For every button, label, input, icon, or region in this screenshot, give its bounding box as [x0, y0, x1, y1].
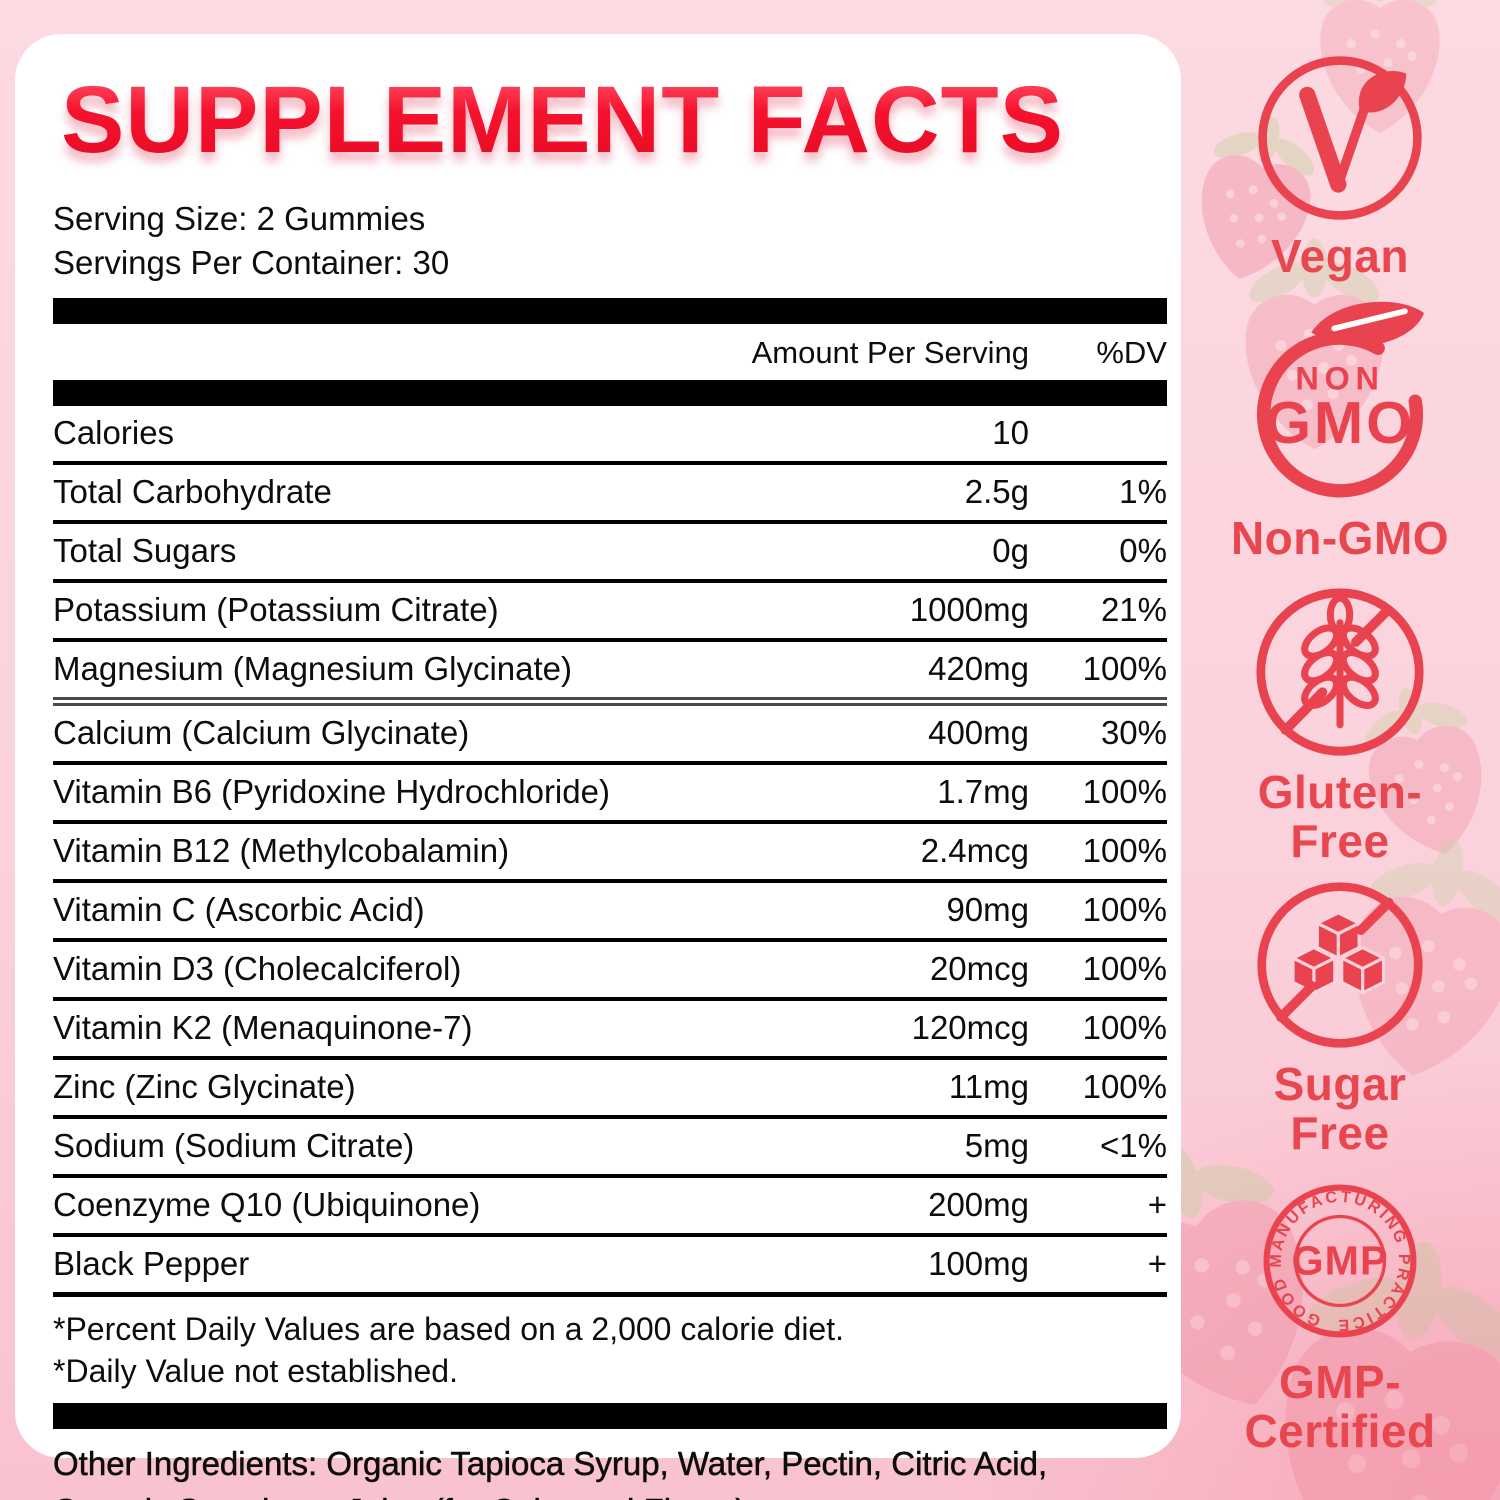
supplement-facts-panel: SUPPLEMENT FACTS Serving Size: 2 Gummies…: [15, 34, 1181, 1500]
nutrient-name-cell: Vitamin D3 (Cholecalciferol): [53, 950, 462, 988]
table-row: Potassium (Potassium Citrate) 1000mg 21%: [53, 583, 1167, 643]
nutrient-name-cell: Vitamin B6 (Pyridoxine Hydrochloride): [53, 773, 610, 811]
table-row: Black Pepper 100mg +: [53, 1237, 1167, 1298]
amount-cell: 400mg: [928, 714, 1029, 752]
dv-cell: 100%: [1082, 650, 1167, 688]
amount-cell: 1000mg: [909, 591, 1029, 629]
dv-cell: +: [1147, 1245, 1167, 1283]
nutrient-name-cell: Black Pepper: [53, 1245, 250, 1283]
dv-cell: 100%: [1082, 891, 1167, 929]
nutrient-name-cell: Zinc (Zinc Glycinate): [53, 1068, 356, 1106]
table-row: Total Sugars 0g 0%: [53, 524, 1167, 584]
nutrient-name-cell: Calories: [53, 414, 175, 452]
nutrient-name-cell: Total Sugars: [53, 532, 237, 570]
amount-cell: 100mg: [928, 1245, 1029, 1283]
badge-vegan: Vegan: [1180, 52, 1500, 281]
nutrient-name-cell: Potassium (Potassium Citrate): [53, 591, 499, 629]
table-row: Total Carbohydrate 2.5g 1%: [53, 465, 1167, 525]
vegan-v-leaf-icon: [1258, 56, 1422, 220]
amount-cell: 0g: [992, 532, 1029, 570]
table-row: Coenzyme Q10 (Ubiquinone) 200mg +: [53, 1178, 1167, 1238]
badge-label-non-gmo: Non-GMO: [1230, 512, 1450, 564]
dv-cell: 30%: [1100, 714, 1167, 752]
dv-cell: 100%: [1082, 1009, 1167, 1047]
dv-column-header: %DV: [1096, 335, 1167, 371]
table-row: Magnesium (Magnesium Glycinate) 420mg 10…: [53, 642, 1167, 707]
dv-cell: 100%: [1082, 832, 1167, 870]
amount-cell: 5mg: [964, 1127, 1029, 1165]
amount-cell: 11mg: [948, 1068, 1029, 1106]
nutrient-name-cell: Vitamin K2 (Menaquinone-7): [53, 1009, 473, 1047]
divider-bar: [53, 380, 1167, 407]
footnote-line: *Percent Daily Values are based on a 2,0…: [53, 1311, 844, 1348]
wheat-crossed-icon: [1256, 588, 1424, 756]
amount-cell: 10: [992, 414, 1029, 452]
dv-cell: 1%: [1119, 473, 1167, 511]
badge-rail: Vegan NON GMO Non-GMO: [1180, 0, 1500, 1500]
dv-cell: 0%: [1119, 532, 1167, 570]
nutrient-name-cell: Calcium (Calcium Glycinate): [53, 714, 470, 752]
amount-cell: 2.4mcg: [920, 832, 1029, 870]
table-row: Calcium (Calcium Glycinate) 400mg 30%: [53, 706, 1167, 766]
dv-cell: 21%: [1100, 591, 1167, 629]
dv-cell: 100%: [1082, 950, 1167, 988]
nutrient-name-cell: Total Carbohydrate: [53, 473, 332, 511]
footnote-line: *Daily Value not established.: [53, 1352, 458, 1389]
badge-sugar-free: Sugar Free: [1180, 878, 1500, 1158]
panel-title: SUPPLEMENT FACTS: [61, 72, 1167, 167]
badge-gluten-free: Gluten- Free: [1180, 584, 1500, 866]
amount-cell: 1.7mg: [937, 773, 1029, 811]
dv-cell: <1%: [1100, 1127, 1167, 1165]
nutrient-name-cell: Magnesium (Magnesium Glycinate): [53, 650, 573, 688]
dv-cell: +: [1147, 1186, 1167, 1224]
table-row: Vitamin B6 (Pyridoxine Hydrochloride) 1.…: [53, 765, 1167, 825]
gmp-center-text: GMP: [1291, 1237, 1388, 1283]
table-row: Sodium (Sodium Citrate) 5mg <1%: [53, 1119, 1167, 1179]
amount-cell: 20mcg: [929, 950, 1029, 988]
table-row: Vitamin D3 (Cholecalciferol) 20mcg 100%: [53, 942, 1167, 1002]
facts-header-row: Amount Per Serving %DV: [53, 324, 1167, 380]
divider-bar: [53, 1403, 1167, 1430]
nutrient-name-cell: Vitamin C (Ascorbic Acid): [53, 891, 425, 929]
amount-cell: 2.5g: [964, 473, 1029, 511]
badge-non-gmo: NON GMO Non-GMO: [1180, 296, 1500, 563]
badge-label-gmp: GMP- Certified: [1244, 1356, 1436, 1457]
serving-size: Serving Size: 2 Gummies: [53, 200, 426, 238]
badge-label-vegan: Vegan: [1270, 230, 1409, 282]
amount-column-header: Amount Per Serving: [751, 335, 1029, 371]
table-row: Vitamin C (Ascorbic Acid) 90mg 100%: [53, 883, 1167, 943]
gmp-stamp-icon: GOOD MANUFACTURING PRACTICE GMP: [1263, 1184, 1417, 1338]
footnotes: *Percent Daily Values are based on a 2,0…: [53, 1297, 1167, 1394]
servings-per-container: Servings Per Container: 30: [53, 243, 450, 281]
sugar-cubes-crossed-icon: [1257, 882, 1423, 1048]
amount-cell: 420mg: [928, 650, 1029, 688]
badge-label-sugar-free: Sugar Free: [1273, 1058, 1407, 1159]
table-row: Calories 10: [53, 406, 1167, 466]
amount-cell: 200mg: [928, 1186, 1029, 1224]
table-row: Vitamin B12 (Methylcobalamin) 2.4mcg 100…: [53, 824, 1167, 884]
table-row: Vitamin K2 (Menaquinone-7) 120mcg 100%: [53, 1001, 1167, 1061]
badge-gmp: GOOD MANUFACTURING PRACTICE GMP GMP- Cer…: [1180, 1172, 1500, 1456]
dv-cell: 100%: [1082, 1068, 1167, 1106]
dv-cell: 100%: [1082, 773, 1167, 811]
table-row: Zinc (Zinc Glycinate) 11mg 100%: [53, 1060, 1167, 1120]
non-gmo-leaf-swirl-icon: NON GMO: [1256, 301, 1424, 498]
nutrient-name-cell: Sodium (Sodium Citrate): [53, 1127, 415, 1165]
amount-cell: 120mcg: [911, 1009, 1029, 1047]
nutrient-name-cell: Vitamin B12 (Methylcobalamin): [53, 832, 510, 870]
other-ingredients: Other Ingredients: Organic Tapioca Syrup…: [53, 1445, 1048, 1500]
non-gmo-icon-text-bottom: GMO: [1265, 389, 1415, 456]
nutrient-name-cell: Coenzyme Q10 (Ubiquinone): [53, 1186, 481, 1224]
amount-cell: 90mg: [946, 891, 1029, 929]
badge-label-gluten-free: Gluten- Free: [1257, 766, 1423, 867]
facts-table-rows: Calories 10 Total Carbohydrate 2.5g 1% T…: [53, 406, 1167, 1298]
divider-bar: [53, 298, 1167, 325]
